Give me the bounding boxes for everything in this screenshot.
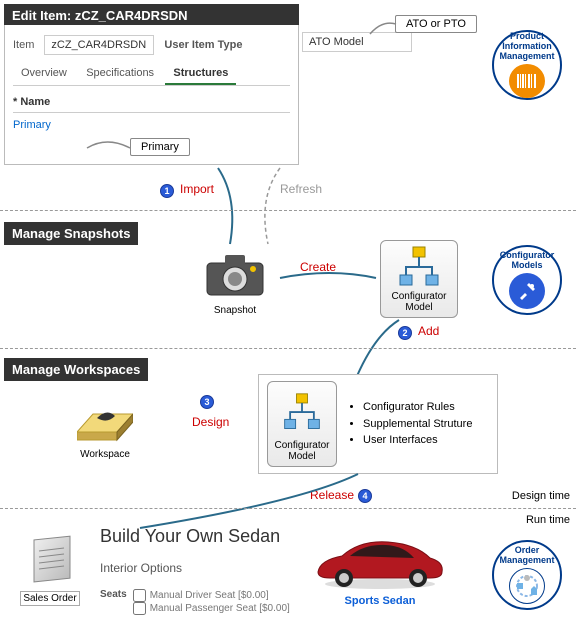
cfg-detail-0: Configurator Rules <box>363 399 472 416</box>
badge-cfg-models: Configurator Models <box>492 245 562 315</box>
cfg-model-details-panel: Configurator Model Configurator Rules Su… <box>258 374 498 474</box>
item-value[interactable]: zCZ_CAR4DRSDN <box>44 35 154 55</box>
badge-order-mgmt: Order Management <box>492 540 562 610</box>
configurator-model-icon-1: Configurator Model <box>380 240 458 318</box>
step2-label: Add <box>418 324 439 338</box>
step1-label: Import <box>180 182 214 196</box>
tools-icon <box>509 273 545 309</box>
car-image: Sports Sedan <box>310 532 450 607</box>
workspace-label: Workspace <box>80 449 130 460</box>
step1-num: 1 <box>160 184 174 198</box>
seat-checkbox-0[interactable] <box>133 589 146 602</box>
seat-option-1-label: Manual Passenger Seat [$0.00] <box>150 603 290 614</box>
name-link-primary[interactable]: Primary <box>13 119 51 131</box>
snapshot-icon: Snapshot <box>190 240 280 320</box>
snapshot-label: Snapshot <box>214 305 256 316</box>
seat-option-1[interactable]: Manual Passenger Seat [$0.00] <box>133 602 290 615</box>
tab-overview[interactable]: Overview <box>13 63 75 83</box>
step3-num: 3 <box>200 395 214 409</box>
interior-options-label: Interior Options <box>100 561 290 575</box>
cfg-detail-1: Supplemental Struture <box>363 416 472 433</box>
car-label: Sports Sedan <box>310 595 450 607</box>
run-time-label: Run time <box>526 514 570 526</box>
badge-cfg-models-label: Configurator Models <box>494 251 560 271</box>
step4-num: 4 <box>358 489 372 503</box>
cfg-detail-2: User Interfaces <box>363 432 472 449</box>
step3-label: Design <box>192 415 229 429</box>
separator-2 <box>0 348 576 349</box>
edit-item-title: Edit Item: zCZ_CAR4DRSDN <box>4 4 299 27</box>
badge-pim-label: Product Information Management <box>494 32 560 62</box>
workspace-icon: Workspace <box>60 384 150 464</box>
badge-pim: Product Information Management <box>492 30 562 100</box>
manage-workspaces-title: Manage Workspaces <box>4 358 148 381</box>
callout-primary: Primary <box>130 138 190 156</box>
separator-1 <box>0 210 576 211</box>
name-column-header: * Name <box>13 96 290 108</box>
seats-label: Seats <box>100 589 127 600</box>
seat-option-0[interactable]: Manual Driver Seat [$0.00] <box>133 589 290 602</box>
tab-specifications[interactable]: Specifications <box>78 63 162 83</box>
seat-option-0-label: Manual Driver Seat [$0.00] <box>150 590 269 601</box>
order-cycle-icon <box>509 568 545 604</box>
user-item-type-label: User Item Type <box>164 39 242 51</box>
badge-order-mgmt-label: Order Management <box>494 546 560 566</box>
configurator-model-icon-2: Configurator Model <box>267 381 337 467</box>
seat-checkbox-1[interactable] <box>133 602 146 615</box>
design-time-label: Design time <box>512 490 570 502</box>
sales-order-icon: Sales Order <box>20 535 80 606</box>
cfg-model-label-2: Configurator Model <box>272 440 332 462</box>
build-title: Build Your Own Sedan <box>100 526 290 547</box>
item-label: Item <box>13 39 34 51</box>
barcode-icon <box>509 64 545 98</box>
callout-ato-pto: ATO or PTO <box>395 15 477 33</box>
tab-structures[interactable]: Structures <box>165 63 236 85</box>
separator-3 <box>0 508 576 509</box>
sales-order-label: Sales Order <box>20 591 79 606</box>
cfg-model-label-1: Configurator Model <box>385 291 453 313</box>
manage-snapshots-title: Manage Snapshots <box>4 222 138 245</box>
